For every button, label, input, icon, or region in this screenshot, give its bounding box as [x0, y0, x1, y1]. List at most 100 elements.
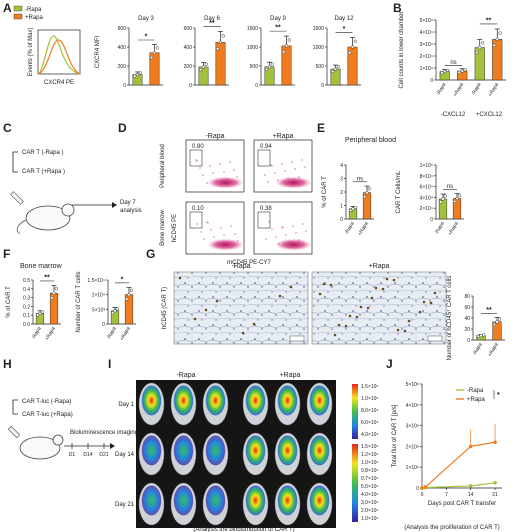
g-ihc-image — [311, 271, 447, 345]
j-chart: 0 1×10⁸ 2×10⁸ 3×10⁸ 4×10⁸ 5×10⁸ 0 7 14 21 Days pos… — [392, 382, 502, 531]
a-chart-3: 0 500 1000 1500 Day 9 ** — [247, 16, 295, 89]
d-row-label: Peripheral blood — [160, 144, 166, 188]
g-chart-xtick-label: +Rapa — [487, 342, 500, 358]
d-event-dot — [220, 227, 222, 229]
g-positive-cell — [241, 331, 245, 335]
e-chart-1: 0 1 2 3 4 % of CAR T -Rapa +Rapa ns — [322, 163, 374, 237]
f-title: Bone marrow — [20, 263, 63, 270]
g-chart-ytick-label: 60 — [464, 305, 470, 311]
b-chart-ylabel: Cell counts in lower chamber — [399, 11, 405, 88]
e-chart-1-point — [351, 207, 355, 211]
a-chart-3-ytick-label: 0 — [255, 83, 258, 89]
e-chart-1-point — [353, 205, 357, 210]
d-event-dot — [206, 182, 208, 184]
a-chart-3-point — [270, 62, 274, 66]
a-ylabel: CXCR4 MFI — [95, 36, 101, 69]
b-chart-ytick-label: 4×10⁴ — [420, 30, 433, 36]
j-legend-label: +Rapa — [467, 397, 486, 403]
b-chart-point — [460, 69, 464, 73]
i-caption: (Analysis the biodistribution of CAR T) — [193, 527, 294, 532]
a-chart-1-point — [133, 74, 137, 78]
d-gate-value: 0.38 — [260, 206, 272, 212]
d-event-dot — [196, 223, 198, 225]
j-sig-label: * — [497, 392, 500, 399]
g-chart-xtick-label: -Rapa — [472, 342, 484, 357]
e-chart-2-point — [441, 197, 445, 201]
flow-ylabel: Events (% of Max) — [28, 27, 34, 76]
e-chart-2: 0 2×10⁴ 4×10⁴ 6×10⁴ 8×10⁴ 1×10⁵ CAR T Cells/mL… — [396, 163, 464, 237]
g-positive-cell — [396, 328, 400, 332]
j-legend-label: -Rapa — [467, 388, 484, 394]
g-col-label: -Rapa — [231, 263, 250, 270]
e-chart-1-ytick-label: 0 — [340, 217, 343, 223]
c-arrow-label-1: Day 7 — [120, 200, 136, 206]
b-chart-point — [445, 68, 450, 72]
g-ylabel: hCD45 (CAR T) — [162, 287, 168, 329]
a-chart-1-ytick-label: 200 — [118, 64, 127, 70]
a-chart-3-title: Day 9 — [270, 16, 286, 22]
i-row-label: Day 1 — [118, 402, 134, 408]
d-event-dot — [298, 176, 300, 178]
a-chart-4-ytick-label: 1500 — [313, 26, 324, 32]
c-bracket — [12, 151, 18, 173]
i-signal — [205, 435, 226, 466]
g-positive-cell — [359, 305, 363, 309]
i-signal — [309, 385, 330, 416]
d-event-dot — [227, 242, 229, 244]
j-xtick-label: 21 — [492, 492, 498, 498]
i-scale-label-top: 1.5×10⁵ — [361, 384, 379, 390]
d-event-dot — [219, 163, 221, 165]
a-chart-2-point — [216, 47, 220, 51]
i-scale-bar-bottom — [352, 444, 358, 522]
e-chart-2-ytick-label: 2×10⁴ — [420, 206, 433, 212]
g-chart-point — [476, 334, 481, 338]
b-chart-ytick-label: 3×10⁴ — [420, 42, 433, 48]
g-positive-cell — [422, 300, 426, 304]
f-chart-1-ytick-label: 0.4 — [23, 287, 30, 293]
i-signal — [277, 385, 298, 416]
d-event-dot — [304, 166, 306, 168]
j-point — [423, 485, 428, 489]
h-label-plus: CAR T-luc (+Rapa) — [22, 412, 73, 418]
b-chart-point — [492, 43, 497, 47]
d-event-dot — [212, 172, 214, 174]
d-event-dot — [274, 172, 276, 174]
b-chart-xtick-label: -Rapa — [470, 82, 482, 97]
j-series-line — [421, 482, 496, 489]
d-event-dot — [230, 225, 232, 227]
g-positive-cell — [215, 299, 219, 303]
a-chart-4-ytick-label: 0 — [321, 83, 324, 89]
g-chart-ylabel: Number of hCD45⁺ CAR T cells — [446, 276, 453, 361]
d-event-dot — [210, 229, 212, 231]
b-chart-xtick-label: +Rapa — [452, 82, 465, 98]
e-chart-1-point — [367, 187, 371, 191]
d-event-dot — [265, 238, 267, 240]
d-gate — [257, 149, 271, 167]
e-chart-1-ytick-label: 2 — [340, 190, 343, 196]
b-chart-point — [480, 41, 485, 45]
a-chart-1-point — [135, 72, 140, 77]
i-signal — [277, 485, 298, 516]
a-chart-3-ytick-label: 1500 — [247, 26, 258, 32]
h-mouse-icon — [19, 436, 61, 460]
a-chart-2-point — [221, 34, 225, 38]
d-event-dot — [291, 161, 293, 163]
e-chart-2-ytick-label: 4×10⁴ — [420, 195, 433, 201]
i-row-label: Day 14 — [115, 452, 135, 458]
panel-letter-i: I — [108, 357, 111, 371]
panel-letter-a: A — [3, 1, 12, 15]
a-chart-3-point — [282, 50, 286, 54]
e-chart-1-point — [349, 208, 353, 213]
e-chart-2-ylabel: CAR T Cells/mL — [396, 170, 402, 213]
d-event-dot — [195, 159, 197, 161]
b-chart-point — [498, 31, 502, 35]
flow-histogram-frame — [37, 29, 81, 75]
f-chart-1-point — [36, 313, 40, 317]
e-chart-2-ytick-label: 1×10⁵ — [420, 163, 433, 169]
c-arrow-label-2: analysis — [120, 208, 142, 214]
f-chart-2-point — [129, 288, 133, 292]
g-positive-cell — [403, 329, 407, 333]
a-chart-1-ytick-label: 0 — [123, 83, 126, 89]
j-ytick-label: 1×10⁸ — [406, 465, 419, 471]
